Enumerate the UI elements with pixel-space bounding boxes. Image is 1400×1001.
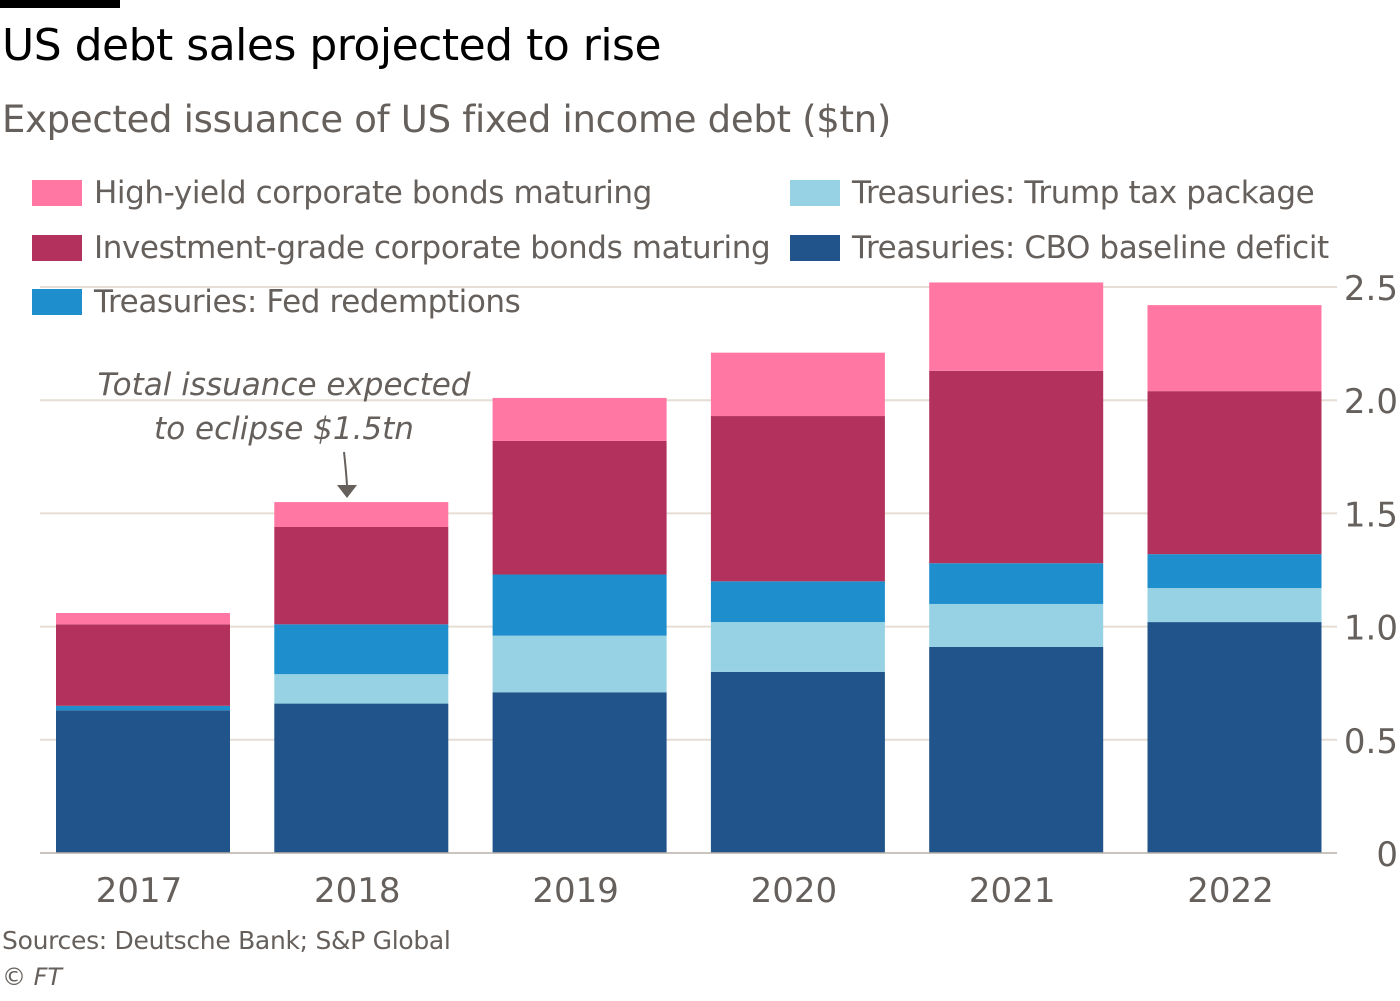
bar-segment — [274, 703, 449, 853]
bar-segment — [929, 603, 1104, 647]
bar-segment — [710, 581, 885, 623]
legend-swatch — [32, 180, 82, 206]
legend-swatch — [32, 235, 82, 261]
bar-segment — [1147, 588, 1322, 623]
bar-segment — [56, 613, 230, 625]
x-tick-label: 2022 — [1187, 871, 1274, 911]
legend-item-fed-redemptions: Treasuries: Fed redemptions — [32, 284, 521, 320]
y-tick-label: 2.0 — [1344, 382, 1398, 422]
y-tick-label: 1.5 — [1344, 495, 1398, 535]
bar-segment — [1147, 305, 1322, 392]
bar-segment — [710, 352, 885, 417]
legend-label: Treasuries: Fed redemptions — [94, 284, 521, 320]
bar-segment — [710, 416, 885, 582]
y-tick-label: 0 — [1376, 835, 1398, 875]
bar-segment — [492, 574, 667, 636]
bar-segment — [56, 705, 230, 711]
bar-segment — [492, 692, 667, 853]
bar-segment — [1147, 622, 1322, 853]
bar-segment — [1147, 554, 1322, 589]
x-tick-label: 2019 — [532, 871, 619, 911]
legend-swatch — [790, 180, 840, 206]
bar-segment — [56, 710, 230, 853]
chart-subtitle: Expected issuance of US fixed income deb… — [2, 98, 892, 141]
legend-label: Treasuries: CBO baseline deficit — [852, 230, 1329, 266]
bar-segment — [274, 674, 449, 704]
bar-segment — [1147, 391, 1322, 555]
bar-segment — [56, 624, 230, 706]
x-tick-label: 2020 — [751, 871, 838, 911]
x-tick-label: 2021 — [969, 871, 1056, 911]
bar-segment — [929, 370, 1104, 564]
bar-segment — [710, 622, 885, 672]
legend-item-investment-grade: Investment-grade corporate bonds maturin… — [32, 230, 771, 266]
bar-segment — [929, 646, 1104, 853]
legend-item-trump-tax: Treasuries: Trump tax package — [790, 175, 1315, 211]
bar-segment — [492, 440, 667, 575]
x-tick-label: 2018 — [314, 871, 401, 911]
annotation-arrowhead-icon — [337, 485, 357, 498]
legend-swatch — [790, 235, 840, 261]
legend-label: High-yield corporate bonds maturing — [94, 175, 652, 211]
annotation-text: to eclipse $1.5tn — [154, 411, 414, 447]
source-note: Sources: Deutsche Bank; S&P Global — [2, 926, 451, 955]
bar-segment — [274, 502, 449, 527]
legend-swatch — [32, 289, 82, 315]
x-tick-label: 2017 — [96, 871, 183, 911]
brand-bar — [0, 0, 120, 8]
bar-segment — [492, 397, 667, 441]
bar-segment — [274, 526, 449, 625]
bar-segment — [929, 563, 1104, 604]
bar-segment — [710, 671, 885, 853]
bar-segment — [274, 624, 449, 675]
y-tick-label: 2.5 — [1344, 269, 1398, 309]
annotation-text: Total issuance expected — [98, 367, 471, 403]
bar-segment — [492, 635, 667, 693]
copyright: © FT — [2, 963, 63, 991]
legend-label: Investment-grade corporate bonds maturin… — [94, 230, 771, 266]
y-tick-label: 1.0 — [1344, 609, 1398, 649]
bar-segment — [929, 282, 1104, 371]
y-tick-label: 0.5 — [1344, 722, 1398, 762]
annotation-arrow-line — [343, 451, 348, 486]
legend-label: Treasuries: Trump tax package — [852, 175, 1315, 211]
legend-item-high-yield: High-yield corporate bonds maturing — [32, 175, 652, 211]
legend-item-cbo-baseline: Treasuries: CBO baseline deficit — [790, 230, 1329, 266]
chart-title: US debt sales projected to rise — [2, 20, 662, 71]
